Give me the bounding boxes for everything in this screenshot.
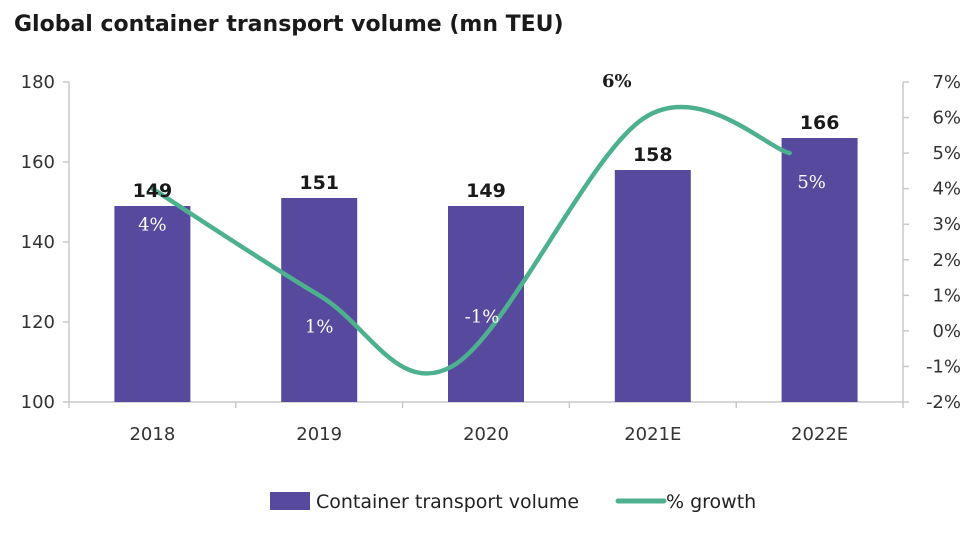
y-right-tick-label: 0%	[932, 321, 961, 342]
y-right-tick-label: 4%	[932, 179, 961, 200]
y-left-tick-label: 120	[21, 312, 55, 333]
bar	[114, 206, 191, 402]
bar-value-label: 151	[299, 172, 339, 194]
legend-swatch-bar	[270, 492, 310, 510]
y-right-tick-label: 5%	[932, 143, 961, 164]
bar	[448, 206, 524, 402]
y-right-tick-label: 2%	[932, 250, 961, 271]
y-right-tick-label: -2%	[926, 392, 961, 413]
y-right-tick-label: 7%	[932, 72, 961, 93]
growth-value-label: -1%	[465, 306, 500, 327]
bar	[781, 138, 858, 402]
growth-line	[150, 104, 792, 376]
y-right-tick-label: 3%	[932, 214, 961, 235]
bar-value-label: 158	[633, 144, 673, 166]
x-tick-label: 2018	[129, 424, 175, 445]
x-tick-label: 2021E	[624, 424, 681, 445]
bar-value-label: 149	[133, 180, 173, 202]
chart-title: Global container transport volume (mn TE…	[14, 12, 564, 37]
bar-value-label: 166	[800, 112, 840, 134]
x-tick-label: 2022E	[791, 424, 848, 445]
x-tick-label: 2020	[463, 424, 509, 445]
bar	[281, 198, 358, 402]
y-right-tick-label: 6%	[932, 108, 961, 129]
x-tick-label: 2019	[296, 424, 342, 445]
growth-value-label: 6%	[602, 71, 632, 92]
y-right-tick-label: -1%	[926, 356, 961, 377]
y-left-tick-label: 100	[21, 392, 55, 413]
bar	[614, 170, 691, 402]
y-left-tick-label: 140	[21, 232, 55, 253]
growth-value-label: 5%	[797, 172, 826, 193]
bar-value-label: 149	[466, 180, 506, 202]
y-left-tick-label: 180	[21, 72, 55, 93]
growth-value-label: 1%	[305, 316, 334, 337]
growth-value-label: 4%	[138, 215, 167, 236]
y-left-tick-label: 160	[21, 152, 55, 173]
legend-label-bar: Container transport volume	[316, 491, 579, 513]
legend-label-line: % growth	[666, 491, 756, 513]
y-right-tick-label: 1%	[932, 285, 961, 306]
